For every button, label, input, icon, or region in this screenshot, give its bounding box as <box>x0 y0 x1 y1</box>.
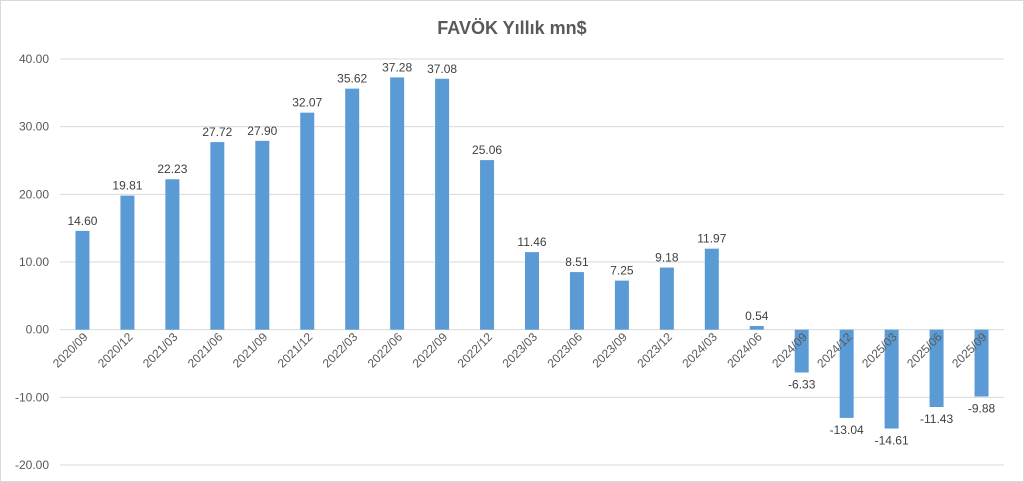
bar <box>614 280 629 330</box>
bar <box>704 248 719 330</box>
bar <box>480 160 495 330</box>
data-label: -14.61 <box>875 434 909 448</box>
x-tick-label: 2023/09 <box>589 330 630 371</box>
x-tick-label: 2022/09 <box>410 330 451 371</box>
bar <box>165 179 180 330</box>
bar <box>974 329 989 397</box>
x-tick-label: 2023/03 <box>500 330 541 371</box>
x-tick-label: 2024/06 <box>724 330 765 371</box>
data-labels: 14.60 19.81 22.23 27.72 27.90 32.07 35.62 37.28… <box>67 60 995 447</box>
bar <box>120 195 135 330</box>
data-label: 11.46 <box>517 235 546 249</box>
x-tick-label: 2023/12 <box>634 330 675 371</box>
data-label: -9.88 <box>968 402 996 416</box>
x-tick-label: 2021/12 <box>275 330 316 371</box>
data-label: -11.43 <box>920 412 953 426</box>
bars <box>75 77 989 429</box>
bar <box>255 140 270 330</box>
data-label: 19.81 <box>112 179 142 193</box>
x-tick-label: 2022/03 <box>320 330 361 371</box>
bar <box>525 252 539 330</box>
x-tick-label: 2020/12 <box>95 330 136 371</box>
x-tick-label: 2023/06 <box>544 330 585 371</box>
y-tick-label: 20.00 <box>19 187 49 201</box>
x-tick-label: 2021/03 <box>140 330 181 371</box>
data-label: -13.04 <box>830 423 864 437</box>
data-label: 35.62 <box>337 72 367 86</box>
bar <box>569 272 584 330</box>
bar <box>659 267 674 330</box>
y-tick-label: -10.00 <box>15 390 49 404</box>
y-tick-label: 40.00 <box>19 52 49 66</box>
y-axis-ticks: 40.00 30.00 20.00 10.00 0.00 -10.00 -20.00 <box>15 52 49 472</box>
data-label: 0.54 <box>745 309 769 323</box>
data-label: 14.60 <box>67 214 97 228</box>
bar <box>839 329 854 418</box>
data-label: 37.08 <box>427 62 457 76</box>
x-tick-label: 2024/03 <box>679 330 720 371</box>
data-label: -6.33 <box>788 377 816 391</box>
x-tick-label: 2021/06 <box>185 330 226 371</box>
data-label: 11.97 <box>697 232 726 246</box>
data-label: 9.18 <box>655 251 679 265</box>
bar <box>345 88 360 330</box>
data-label: 22.23 <box>157 162 187 176</box>
y-tick-label: 30.00 <box>19 120 49 134</box>
data-label: 32.07 <box>292 96 322 110</box>
data-label: 7.25 <box>610 264 634 278</box>
bar <box>749 326 764 330</box>
x-tick-label: 2022/12 <box>455 330 496 371</box>
bar <box>390 77 405 330</box>
bar <box>794 329 809 373</box>
y-tick-label: -20.00 <box>15 458 49 472</box>
y-tick-label: 10.00 <box>19 255 49 269</box>
x-tick-label: 2020/09 <box>50 330 91 371</box>
bar <box>884 329 899 429</box>
bar <box>300 112 315 330</box>
data-label: 8.51 <box>565 255 589 269</box>
data-label: 25.06 <box>472 143 502 157</box>
bar <box>210 142 225 330</box>
y-tick-label: 0.00 <box>26 323 50 337</box>
data-label: 27.72 <box>202 125 232 139</box>
x-tick-label: 2022/06 <box>365 330 406 371</box>
bar <box>435 78 450 330</box>
data-label: 27.90 <box>247 124 277 138</box>
bar <box>75 230 90 330</box>
chart-title: FAVÖK Yıllık mn$ <box>437 18 586 38</box>
bar <box>929 329 944 408</box>
data-label: 37.28 <box>382 60 412 74</box>
x-tick-label: 2021/09 <box>230 330 271 371</box>
